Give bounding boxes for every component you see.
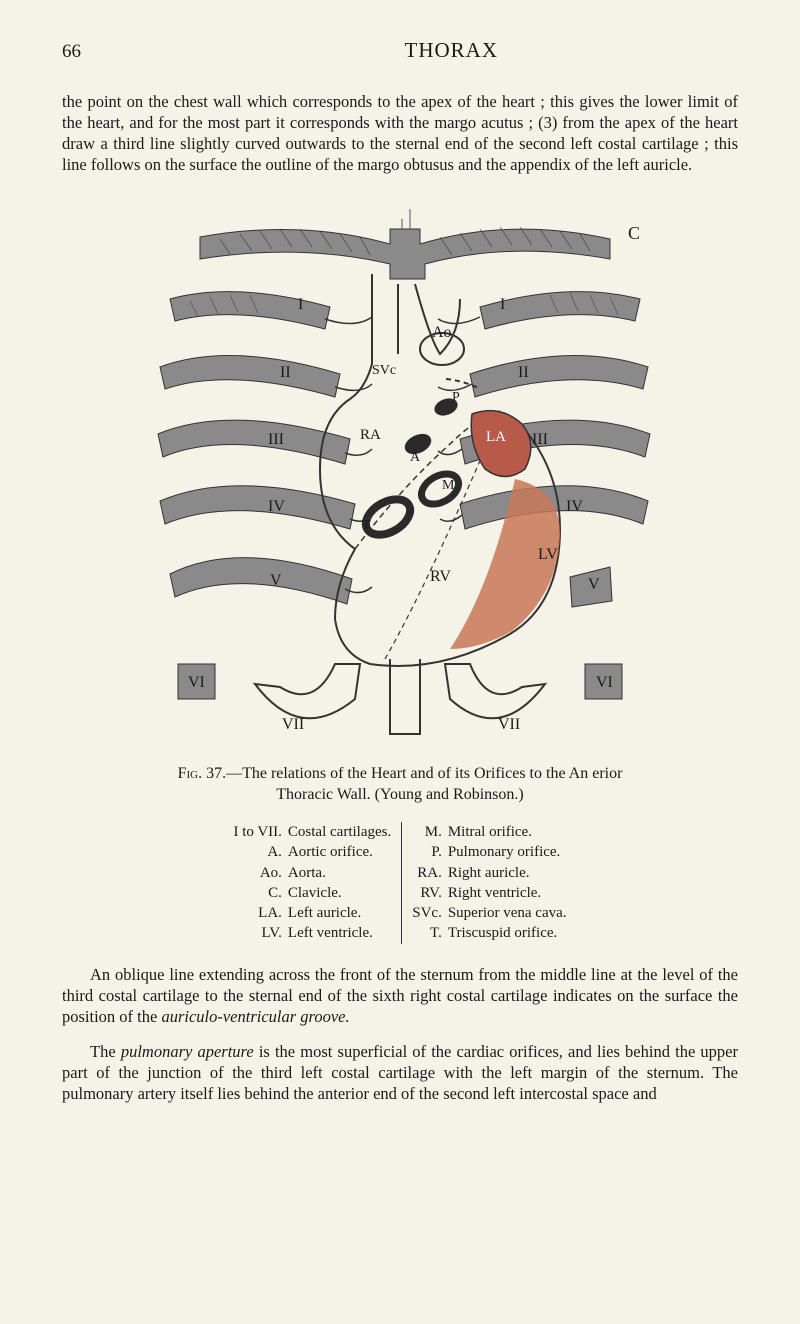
- label-left-I: I: [298, 296, 303, 313]
- label-right-V: V: [588, 576, 600, 593]
- legend-desc: Right ventricle.: [448, 883, 567, 903]
- legend-divider: [401, 822, 402, 944]
- label-la: LA: [486, 429, 506, 445]
- legend-row: LA.Left auricle.: [233, 903, 391, 923]
- legend-row: RV.Right ventricle.: [412, 883, 566, 903]
- para2-italic: pulmonary aperture: [121, 1042, 254, 1061]
- label-right-VII: VII: [498, 716, 520, 733]
- legend-desc: Triscuspid orifice.: [448, 923, 567, 943]
- legend-abbr: LA.: [233, 903, 287, 923]
- page-number: 66: [62, 41, 81, 63]
- caption-fig-num: Fig. 37.: [178, 765, 227, 782]
- legend-abbr: LV.: [233, 923, 287, 943]
- legend-desc: Aortic orifice.: [288, 842, 391, 862]
- running-head: THORAX: [405, 38, 499, 63]
- legend-row: P.Pulmonary orifice.: [412, 842, 566, 862]
- para2-text-a: The: [90, 1042, 121, 1061]
- label-ao: Ao: [432, 324, 452, 341]
- paragraph-top: the point on the chest wall which corres…: [62, 91, 738, 175]
- legend-abbr: P.: [412, 842, 448, 862]
- label-right-II: II: [518, 364, 529, 381]
- legend-row: C.Clavicle.: [233, 883, 391, 903]
- label-p: P: [452, 390, 460, 405]
- legend-row: SVc.Superior vena cava.: [412, 903, 566, 923]
- label-right-III: III: [532, 431, 548, 448]
- legend-row: M.Mitral orifice.: [412, 822, 566, 842]
- legend-desc: Superior vena cava.: [448, 903, 567, 923]
- paragraph-bottom-2: The pulmonary aperture is the most super…: [62, 1041, 738, 1104]
- caption-line2: Thoracic Wall. (Young and Robinson.): [276, 786, 523, 803]
- label-right-I: I: [500, 296, 505, 313]
- legend-row: LV.Left ventricle.: [233, 923, 391, 943]
- legend-abbr: I to VII.: [233, 822, 287, 842]
- legend-abbr: Ao.: [233, 863, 287, 883]
- legend-row: Ao.Aorta.: [233, 863, 391, 883]
- legend-abbr: T.: [412, 923, 448, 943]
- label-left-V: V: [270, 572, 282, 589]
- legend-column-right: M.Mitral orifice. P.Pulmonary orifice. R…: [412, 822, 566, 944]
- legend-abbr: C.: [233, 883, 287, 903]
- label-c: C: [628, 223, 640, 243]
- label-ra: RA: [360, 427, 381, 443]
- label-left-III: III: [268, 431, 284, 448]
- paragraph-bottom-1: An oblique line extending across the fro…: [62, 964, 738, 1027]
- label-left-IV: IV: [268, 498, 285, 515]
- legend-desc: Left auricle.: [288, 903, 391, 923]
- legend-abbr: M.: [412, 822, 448, 842]
- legend-row: T.Triscuspid orifice.: [412, 923, 566, 943]
- figure-caption: Fig. 37.—The relations of the Heart and …: [62, 764, 738, 806]
- legend-abbr: RA.: [412, 863, 448, 883]
- figure-legend: I to VII.Costal cartilages. A.Aortic ori…: [62, 822, 738, 944]
- legend-row: A.Aortic orifice.: [233, 842, 391, 862]
- caption-line1: —The relations of the Heart and of its O…: [226, 765, 622, 782]
- label-left-VI: VI: [188, 674, 205, 691]
- legend-desc: Right auricle.: [448, 863, 567, 883]
- label-lv: LV: [538, 546, 558, 563]
- label-a: A: [410, 450, 421, 465]
- heart-thorax-diagram: C I I II II III III IV IV V V VI VI VII …: [140, 189, 660, 749]
- label-rv: RV: [430, 568, 451, 585]
- label-m: M: [442, 478, 455, 493]
- book-page: 66 THORAX the point on the chest wall wh…: [0, 0, 800, 1158]
- page-header: 66 THORAX: [62, 38, 738, 63]
- legend-desc: Pulmonary orifice.: [448, 842, 567, 862]
- para1-italic: auriculo-ventricular groove.: [161, 1007, 349, 1026]
- label-svc: SVc: [372, 363, 396, 378]
- legend-desc: Clavicle.: [288, 883, 391, 903]
- figure-container: C I I II II III III IV IV V V VI VI VII …: [62, 189, 738, 754]
- legend-desc: Mitral orifice.: [448, 822, 567, 842]
- legend-row: I to VII.Costal cartilages.: [233, 822, 391, 842]
- label-t: T: [362, 518, 371, 533]
- label-left-II: II: [280, 364, 291, 381]
- legend-abbr: SVc.: [412, 903, 448, 923]
- label-left-VII: VII: [282, 716, 304, 733]
- label-right-IV: IV: [566, 498, 583, 515]
- legend-desc: Left ventricle.: [288, 923, 391, 943]
- legend-desc: Costal cartilages.: [288, 822, 391, 842]
- legend-desc: Aorta.: [288, 863, 391, 883]
- legend-row: RA.Right auricle.: [412, 863, 566, 883]
- legend-column-left: I to VII.Costal cartilages. A.Aortic ori…: [233, 822, 391, 944]
- legend-abbr: RV.: [412, 883, 448, 903]
- label-right-VI: VI: [596, 674, 613, 691]
- legend-abbr: A.: [233, 842, 287, 862]
